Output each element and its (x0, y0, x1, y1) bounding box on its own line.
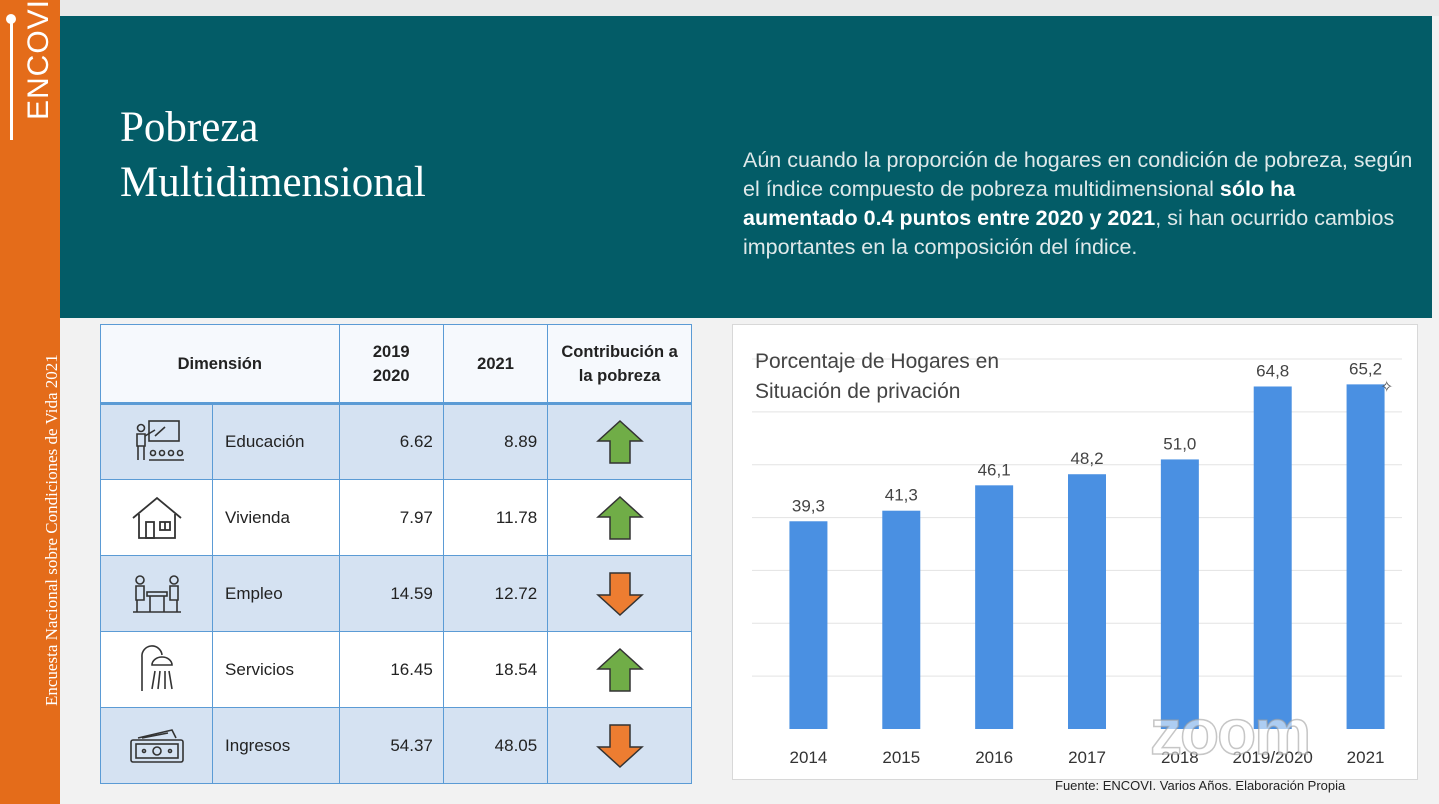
brand-logo: ENCOVI (22, 0, 55, 120)
row-dimension: Vivienda (212, 479, 340, 556)
data-label: 39,3 (792, 496, 825, 515)
arrow-down-icon (595, 723, 644, 768)
row-value-2019-2020: 6.62 (338, 403, 444, 480)
x-tick-label: 2017 (1068, 748, 1106, 767)
x-tick-label: 2021 (1347, 748, 1385, 767)
sparkle-icon: ✧ (1380, 379, 1394, 396)
slide-title: Pobreza Multidimensional (120, 100, 426, 210)
row-dimension: Servicios (212, 631, 340, 708)
row-dimension: Empleo (212, 555, 340, 632)
brand-dot (6, 14, 16, 24)
row-value-2019-2020: 54.37 (338, 707, 444, 784)
table-row: Educación 6.62 8.89 (99, 403, 692, 480)
row-value-2021: 18.54 (442, 631, 549, 708)
row-icon-cell (99, 707, 214, 784)
row-trend (547, 403, 692, 480)
summary-part1: Aún cuando la proporción de hogares en c… (743, 148, 1413, 201)
bar (1253, 386, 1292, 729)
house-icon (131, 496, 182, 539)
row-trend (547, 707, 692, 784)
row-value-2019-2020: 16.45 (338, 631, 444, 708)
summary-text: Aún cuando la proporción de hogares en c… (743, 146, 1415, 262)
bar (1160, 459, 1199, 729)
row-trend (547, 479, 692, 556)
row-icon-cell (99, 403, 214, 480)
sidebar: ENCOVI Encuesta Nacional sobre Condicion… (0, 0, 61, 804)
row-value-2021: 8.89 (442, 403, 549, 480)
x-tick-label: 2015 (882, 748, 920, 767)
x-tick-label: 2016 (975, 748, 1013, 767)
header-2021: 2021 (442, 324, 549, 405)
table-row: Servicios 16.45 18.54 (99, 631, 692, 708)
row-icon-cell (99, 631, 214, 708)
data-label: 46,1 (978, 460, 1011, 479)
shower-icon (140, 644, 173, 691)
summary-part2: , si han ocurrido cambios importantes en… (743, 206, 1395, 259)
row-icon-cell (99, 555, 214, 632)
row-trend (547, 631, 692, 708)
row-value-2021: 48.05 (442, 707, 549, 784)
header-2019-2020: 2019 2020 (338, 324, 444, 405)
people-at-desk-icon (132, 574, 181, 613)
table-row: Empleo 14.59 12.72 (99, 555, 692, 632)
x-tick-label: 2018 (1161, 748, 1199, 767)
table-row: Ingresos 54.37 48.05 (99, 707, 692, 784)
header-dimension: Dimensión (100, 324, 340, 405)
summary-bold: sólo ha aumentado 0.4 puntos entre 2020 … (743, 177, 1296, 230)
chart-title: Porcentaje de Hogares en Situación de pr… (755, 350, 999, 403)
top-strip (0, 0, 1439, 16)
title-banner (60, 16, 1432, 318)
table-row: Vivienda 7.97 11.78 (99, 479, 692, 556)
row-icon-cell (99, 479, 214, 556)
dimension-table: Dimensión 2019 2020 2021 Contribución a la… (99, 324, 692, 784)
bar (789, 521, 828, 729)
bar (1068, 474, 1106, 729)
dimension-table-panel: Dimensión 2019 2020 2021 Contribución a la… (99, 324, 692, 784)
bar (1346, 384, 1385, 729)
row-dimension: Educación (212, 403, 340, 480)
survey-name: Encuesta Nacional sobre Condiciones de V… (42, 354, 61, 706)
x-tick-label: 2014 (790, 748, 828, 767)
arrow-up-icon (595, 419, 644, 464)
arrow-up-icon (595, 647, 644, 692)
row-trend (547, 555, 692, 632)
data-label: 64,8 (1256, 361, 1289, 380)
bar-chart: 39,3 2014 41,3 2015 46,1 2016 48,2 2017 51,0 2018… (752, 358, 1402, 767)
slide-title-line2: Multidimensional (120, 159, 426, 206)
header-2019-line2: 2020 (372, 366, 410, 385)
source-note: Fuente: ENCOVI. Varios Años. Elaboración… (1055, 778, 1346, 793)
brand-rule (10, 20, 13, 140)
data-label: 65,2 (1349, 359, 1382, 378)
row-value-2019-2020: 7.97 (338, 479, 444, 556)
bar (882, 510, 921, 729)
header-2019-line1: 2019 (372, 342, 410, 361)
teacher-classroom-icon (135, 420, 184, 461)
row-value-2021: 11.78 (442, 479, 549, 556)
data-label: 41,3 (885, 486, 918, 505)
header-contribution: Contribución a la pobreza (547, 324, 692, 405)
arrow-up-icon (595, 495, 644, 540)
row-value-2019-2020: 14.59 (338, 555, 444, 632)
row-value-2021: 12.72 (442, 555, 549, 632)
arrow-down-icon (595, 571, 644, 616)
banknote-icon (129, 728, 184, 763)
slide-title-line1: Pobreza (120, 104, 259, 151)
header-contribution-line2: la pobreza (578, 366, 661, 385)
zoom-watermark: zoom (1149, 695, 1312, 769)
data-label: 48,2 (1070, 449, 1103, 468)
bar (975, 485, 1014, 729)
header-contribution-line1: Contribución a (561, 342, 678, 361)
row-dimension: Ingresos (212, 707, 340, 784)
data-label: 51,0 (1163, 434, 1196, 453)
x-tick-label: 2019/2020 (1233, 748, 1313, 767)
